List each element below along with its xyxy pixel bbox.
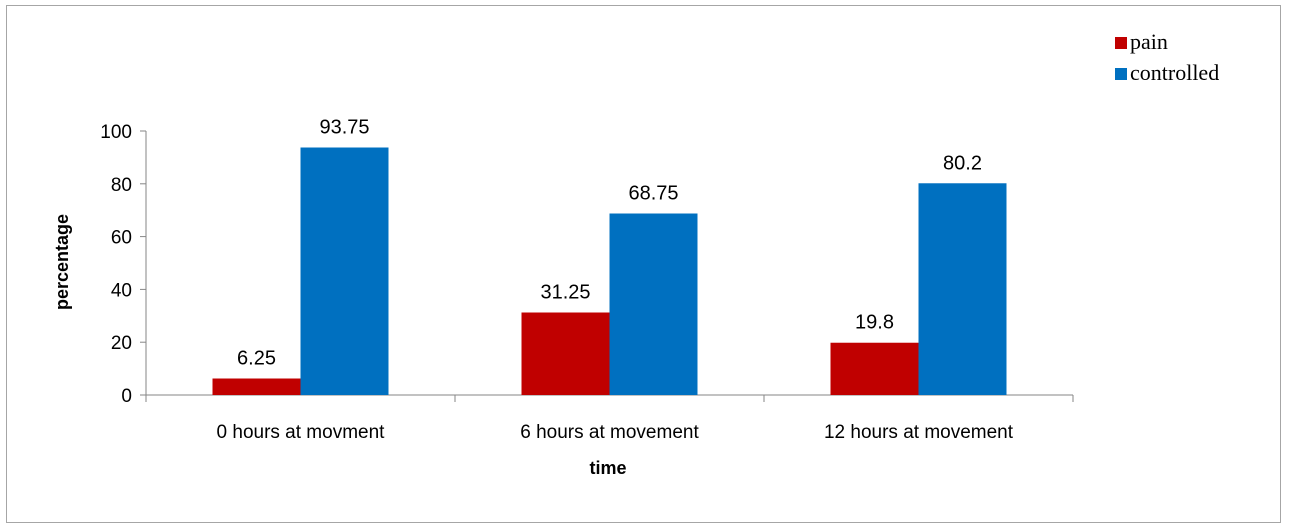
- y-tick-label: 0: [121, 386, 132, 407]
- y-tick-label: 80: [111, 175, 132, 196]
- x-tick-label: 0 hours at movment: [217, 422, 386, 443]
- x-tick-label: 6 hours at movement: [520, 422, 699, 443]
- y-tick-label: 40: [111, 280, 132, 301]
- data-label: 6.25: [237, 348, 276, 370]
- legend-label-pain: pain: [1130, 29, 1168, 54]
- data-label: 80.2: [943, 152, 982, 174]
- bar-pain-0: [212, 378, 301, 395]
- x-tick-label: 12 hours at movement: [824, 422, 1014, 443]
- data-label: 31.25: [540, 282, 590, 304]
- bar-pain-2: [830, 342, 919, 395]
- legend-label-controlled: controlled: [1130, 60, 1219, 85]
- x-axis-title: time: [589, 458, 626, 478]
- legend-swatch-pain: [1115, 37, 1127, 49]
- data-label: 19.8: [855, 312, 894, 334]
- plot-area: 0 20 40 60 80 100 6.25 93.75 0 hours at movment 3…: [100, 117, 1074, 443]
- y-tick-label: 100: [100, 122, 132, 143]
- bar-controlled-1: [609, 213, 698, 395]
- bar-controlled-0: [300, 147, 389, 395]
- data-label: 93.75: [319, 117, 369, 139]
- y-axis-title: percentage: [52, 214, 72, 310]
- y-tick-label: 20: [111, 333, 132, 354]
- bar-pain-1: [521, 312, 610, 395]
- y-tick-label: 60: [111, 228, 132, 249]
- data-label: 68.75: [628, 183, 678, 205]
- bar-controlled-2: [918, 183, 1007, 395]
- legend-swatch-controlled: [1115, 68, 1127, 80]
- legend: pain controlled: [1115, 29, 1219, 85]
